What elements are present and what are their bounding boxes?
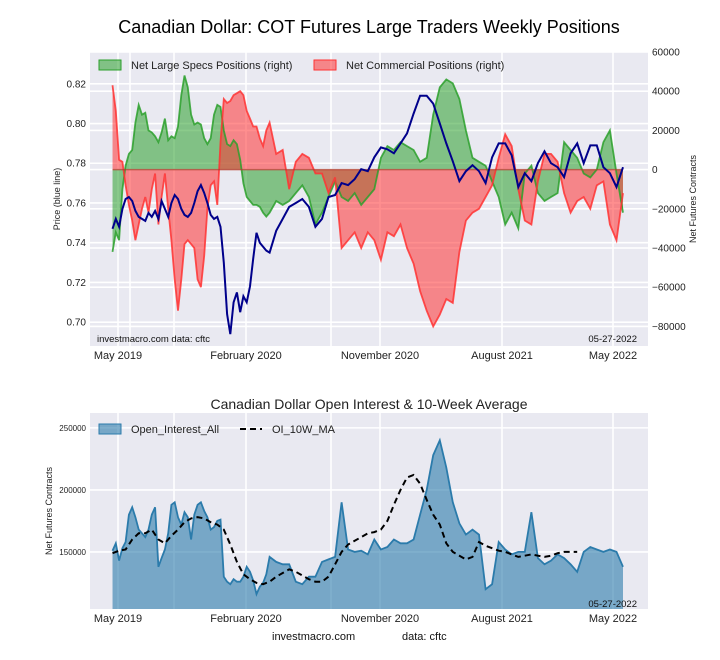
top-left-tick-label: 0.70 (67, 318, 87, 329)
bottom-y-axis-label: Net Futures Contracts (44, 466, 54, 555)
top-right-tick-label: −40000 (652, 244, 686, 255)
bottom-y-tick-label: 200000 (59, 486, 86, 495)
top-areas (112, 75, 623, 327)
legend-label-open-interest: Open_Interest_All (131, 424, 219, 436)
legend-label-commercial: Net Commercial Positions (right) (346, 60, 504, 72)
commercial-area (112, 85, 623, 327)
footer-site: investmacro.com (272, 631, 355, 643)
price-line (111, 94, 624, 335)
legend-swatch-commercial (313, 59, 337, 71)
bottom-y-axis: 150000 200000 250000 (59, 424, 86, 557)
top-chart-title: Canadian Dollar: COT Futures Large Trade… (118, 17, 620, 37)
bottom-x-tick-label: May 2019 (94, 613, 142, 625)
footer-data: data: cftc (402, 631, 447, 643)
top-left-tick-label: 0.72 (67, 278, 87, 289)
top-right-tick-label: −60000 (652, 283, 686, 294)
top-right-tick-label: 60000 (652, 48, 680, 59)
bottom-x-axis: May 2019 February 2020 November 2020 August… (94, 613, 637, 625)
top-date-note: 05-27-2022 (588, 334, 637, 345)
bottom-legend: Open_Interest_All OI_10W_MA (98, 423, 336, 436)
top-right-tick-label: −80000 (652, 322, 686, 333)
top-left-axis: 0.70 0.72 0.74 0.76 0.78 0.80 0.82 (67, 79, 87, 328)
specs-line (111, 75, 624, 253)
open-interest-line (111, 437, 624, 597)
legend-swatch-open-interest (98, 423, 122, 435)
top-right-tick-label: 0 (652, 165, 658, 176)
top-right-axis-label: Net Futures Contracts (688, 154, 698, 243)
legend-label-specs: Net Large Specs Positions (right) (131, 60, 292, 72)
top-x-axis: May 2019 February 2020 November 2020 August… (94, 350, 637, 362)
commercial-line (111, 85, 624, 329)
bottom-date-note: 05-27-2022 (588, 599, 637, 610)
bottom-y-tick-label: 150000 (59, 548, 86, 557)
legend-swatch-specs (98, 59, 122, 71)
legend-label-ma: OI_10W_MA (272, 424, 336, 436)
top-right-axis: −80000 −60000 −40000 −20000 0 20000 40000 60000 (652, 48, 686, 333)
top-legend: Net Large Specs Positions (right) Net Co… (98, 59, 504, 72)
bottom-chart-title: Canadian Dollar Open Interest & 10-Week … (210, 396, 527, 412)
top-x-tick-label: November 2020 (341, 350, 419, 362)
bottom-x-tick-label: May 2022 (589, 613, 637, 625)
bottom-areas (111, 437, 624, 609)
top-left-tick-label: 0.80 (67, 119, 87, 130)
top-x-tick-label: May 2019 (94, 350, 142, 362)
bottom-x-tick-label: August 2021 (471, 613, 533, 625)
bottom-x-tick-label: February 2020 (210, 613, 282, 625)
top-left-tick-label: 0.78 (67, 159, 87, 170)
top-x-tick-label: May 2022 (589, 350, 637, 362)
top-left-tick-label: 0.76 (67, 198, 87, 209)
ma-line (112, 473, 578, 586)
top-left-tick-label: 0.74 (67, 238, 87, 249)
top-left-axis-label: Price (blue line) (52, 168, 62, 231)
top-left-tick-label: 0.82 (67, 79, 87, 90)
top-x-tick-label: August 2021 (471, 350, 533, 362)
top-right-tick-label: −20000 (652, 204, 686, 215)
specs-area (112, 75, 623, 252)
top-lines (111, 75, 624, 335)
top-right-tick-label: 20000 (652, 126, 680, 137)
top-source-note: investmacro.com data: cftc (97, 334, 210, 345)
top-x-tick-label: February 2020 (210, 350, 282, 362)
bottom-x-tick-label: November 2020 (341, 613, 419, 625)
bottom-y-tick-label: 250000 (59, 424, 86, 433)
top-right-tick-label: 40000 (652, 87, 680, 98)
